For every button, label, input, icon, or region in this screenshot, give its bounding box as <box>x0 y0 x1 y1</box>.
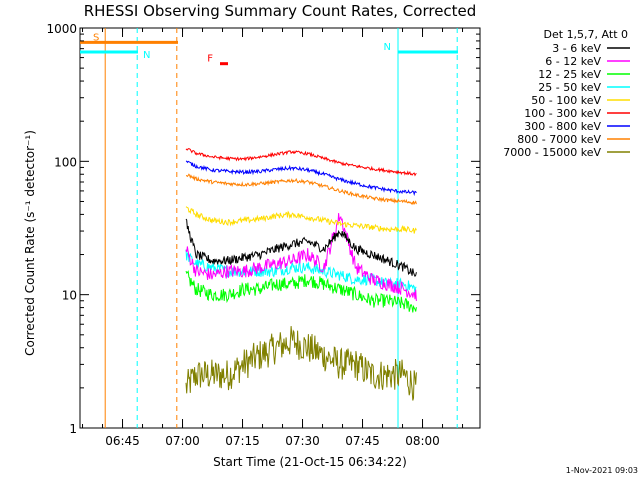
series-line <box>185 206 417 234</box>
annotation-label: N <box>143 50 150 61</box>
y-axis: 1 10 100 1000 <box>46 22 480 436</box>
x-axis-label: Start Time (21-Oct-15 06:34:22) <box>213 455 407 469</box>
legend-label: 12 - 25 keV <box>538 68 601 81</box>
x-tick-label: 08:00 <box>405 434 440 448</box>
legend-label: 800 - 7000 keV <box>517 133 601 146</box>
x-tick-label: 06:45 <box>105 434 140 448</box>
series-line <box>185 148 417 177</box>
annotation-label: N <box>384 42 391 53</box>
y-tick-label: 10 <box>62 289 77 303</box>
legend-label: 50 - 100 keV <box>531 94 601 107</box>
y-tick-label: 1 <box>69 422 77 436</box>
legend-label: 7000 - 15000 keV <box>503 146 601 159</box>
annotation-label: S <box>93 32 99 43</box>
legend-label: 25 - 50 keV <box>538 81 601 94</box>
annotation-label: F <box>207 54 213 65</box>
legend-header: Det 1,5,7, Att 0 <box>544 28 628 41</box>
x-tick-label: 07:00 <box>165 434 200 448</box>
series-line <box>185 213 417 302</box>
legend-label: 300 - 800 keV <box>524 120 601 133</box>
series-line <box>185 160 417 197</box>
y-tick-label: 100 <box>54 155 77 169</box>
series-line <box>185 173 417 206</box>
timestamp: 1-Nov-2021 09:03 <box>566 466 638 475</box>
legend-label: 100 - 300 keV <box>524 107 601 120</box>
series-line <box>185 270 417 313</box>
y-tick-label: 1000 <box>46 22 77 36</box>
legend-label: 3 - 6 keV <box>552 42 601 55</box>
plot-frame <box>79 27 481 429</box>
y-axis-label: Corrected Count Rate (s⁻¹ detector⁻¹) <box>23 130 37 356</box>
x-tick-label: 07:30 <box>285 434 320 448</box>
series-line <box>185 218 417 278</box>
legend-label: 6 - 12 keV <box>545 55 601 68</box>
series-line <box>185 326 417 401</box>
x-axis: 06:45 07:00 07:15 07:30 07:45 08:00 <box>82 28 464 448</box>
x-tick-label: 07:45 <box>345 434 380 448</box>
chart-title: RHESSI Observing Summary Count Rates, Co… <box>84 2 477 20</box>
plot-area: S N N F <box>79 27 481 429</box>
x-tick-label: 07:15 <box>225 434 260 448</box>
